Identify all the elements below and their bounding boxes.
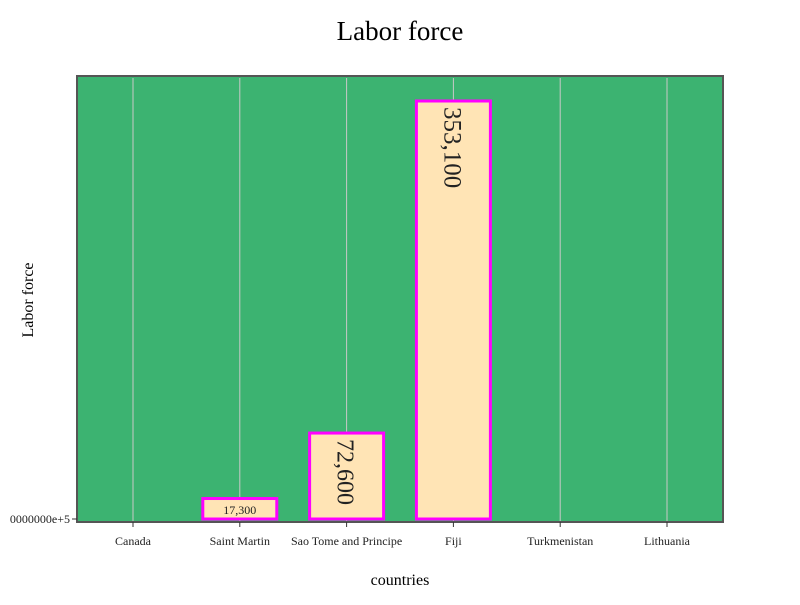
plot-area xyxy=(76,75,724,523)
bar-sao-tome-and-principe xyxy=(308,431,386,521)
x-tick-label: Canada xyxy=(115,534,152,548)
y-axis-label: Labor force xyxy=(20,262,37,337)
x-tick-label: Lithuania xyxy=(644,534,691,548)
data-label: 17,300 xyxy=(223,503,256,517)
x-tick-label: Saint Martin xyxy=(210,534,270,548)
x-tick-label: Fiji xyxy=(445,534,462,548)
bar-fiji xyxy=(414,99,492,521)
data-label: 72,600 xyxy=(332,439,358,505)
data-label: 353,100 xyxy=(438,107,465,188)
bars xyxy=(201,99,492,521)
x-tick-labels: Canada Saint Martin Sao Tome and Principe F… xyxy=(115,522,691,548)
y-tick-label: 0000000e+5 xyxy=(10,512,70,526)
y-axis-ticks: 0000000e+5 xyxy=(10,512,77,526)
x-axis-label: countries xyxy=(371,572,430,589)
x-tick-label: Turkmenistan xyxy=(527,534,593,548)
data-labels: 17,300 72,600 353,100 xyxy=(223,107,465,517)
bar-saint-martin xyxy=(201,497,279,521)
x-tick-label: Sao Tome and Principe xyxy=(291,534,402,548)
chart-title: Labor force xyxy=(337,16,464,46)
